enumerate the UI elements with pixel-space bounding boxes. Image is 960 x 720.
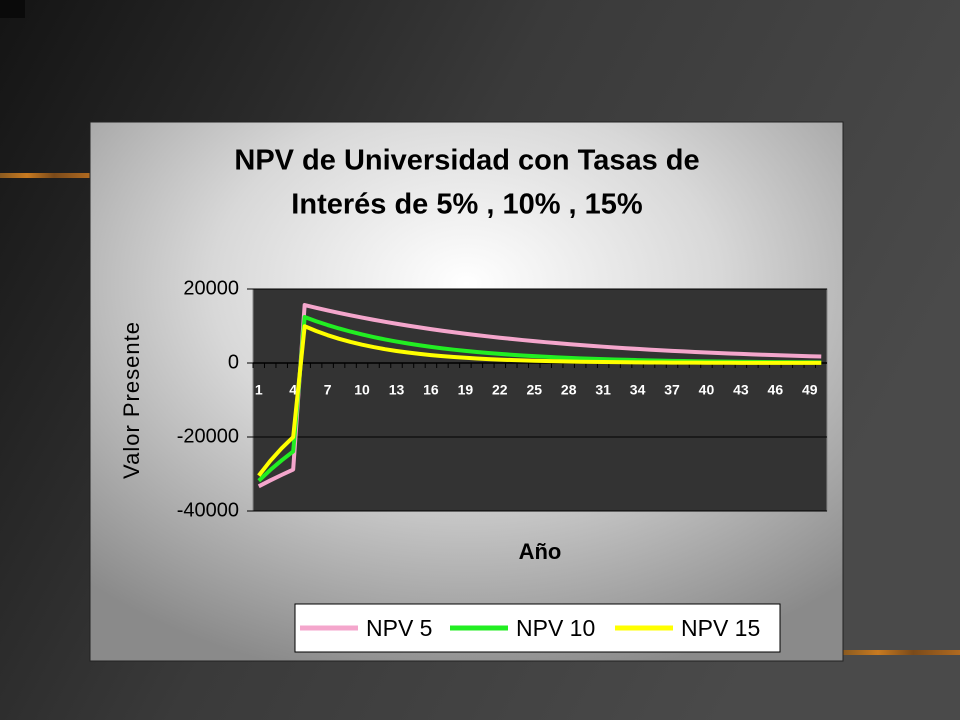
y-tick-label: -40000 bbox=[177, 499, 239, 521]
x-tick-label: 31 bbox=[595, 382, 611, 398]
chart-title: Interés de 5% , 10% , 15% bbox=[291, 189, 643, 221]
series-line bbox=[257, 324, 822, 477]
x-tick-label: 10 bbox=[354, 382, 370, 398]
y-tick-label: 20000 bbox=[183, 277, 239, 299]
x-tick-label: 4 bbox=[289, 382, 297, 398]
x-axis-label: Año bbox=[519, 539, 562, 564]
x-tick-label: 16 bbox=[423, 382, 439, 398]
x-tick-label: 7 bbox=[324, 382, 332, 398]
legend-label: NPV 15 bbox=[681, 615, 760, 641]
x-tick-label: 46 bbox=[768, 382, 784, 398]
x-tick-label: 22 bbox=[492, 382, 508, 398]
y-tick-label: 0 bbox=[228, 351, 239, 373]
x-tick-label: 43 bbox=[733, 382, 749, 398]
x-tick-label: 13 bbox=[389, 382, 405, 398]
x-tick-label: 34 bbox=[630, 382, 646, 398]
x-tick-label: 19 bbox=[458, 382, 474, 398]
chart-title: NPV de Universidad con Tasas de bbox=[234, 145, 699, 177]
decor-stripe bbox=[0, 173, 90, 178]
legend bbox=[294, 603, 781, 653]
x-tick-label: 49 bbox=[802, 382, 818, 398]
y-tick-label: -20000 bbox=[177, 425, 239, 447]
plot-area bbox=[252, 288, 828, 512]
legend-label: NPV 5 bbox=[366, 615, 432, 641]
x-tick-label: 1 bbox=[255, 382, 263, 398]
decor bbox=[0, 0, 25, 18]
x-tick-label: 25 bbox=[526, 382, 542, 398]
legend-label: NPV 10 bbox=[516, 615, 595, 641]
series-line bbox=[257, 303, 822, 489]
x-tick-label: 28 bbox=[561, 382, 577, 398]
decor-stripe bbox=[843, 650, 960, 655]
y-axis-label: Valor Presente bbox=[119, 321, 144, 479]
x-tick-label: 40 bbox=[699, 382, 715, 398]
x-tick-label: 37 bbox=[664, 382, 680, 398]
